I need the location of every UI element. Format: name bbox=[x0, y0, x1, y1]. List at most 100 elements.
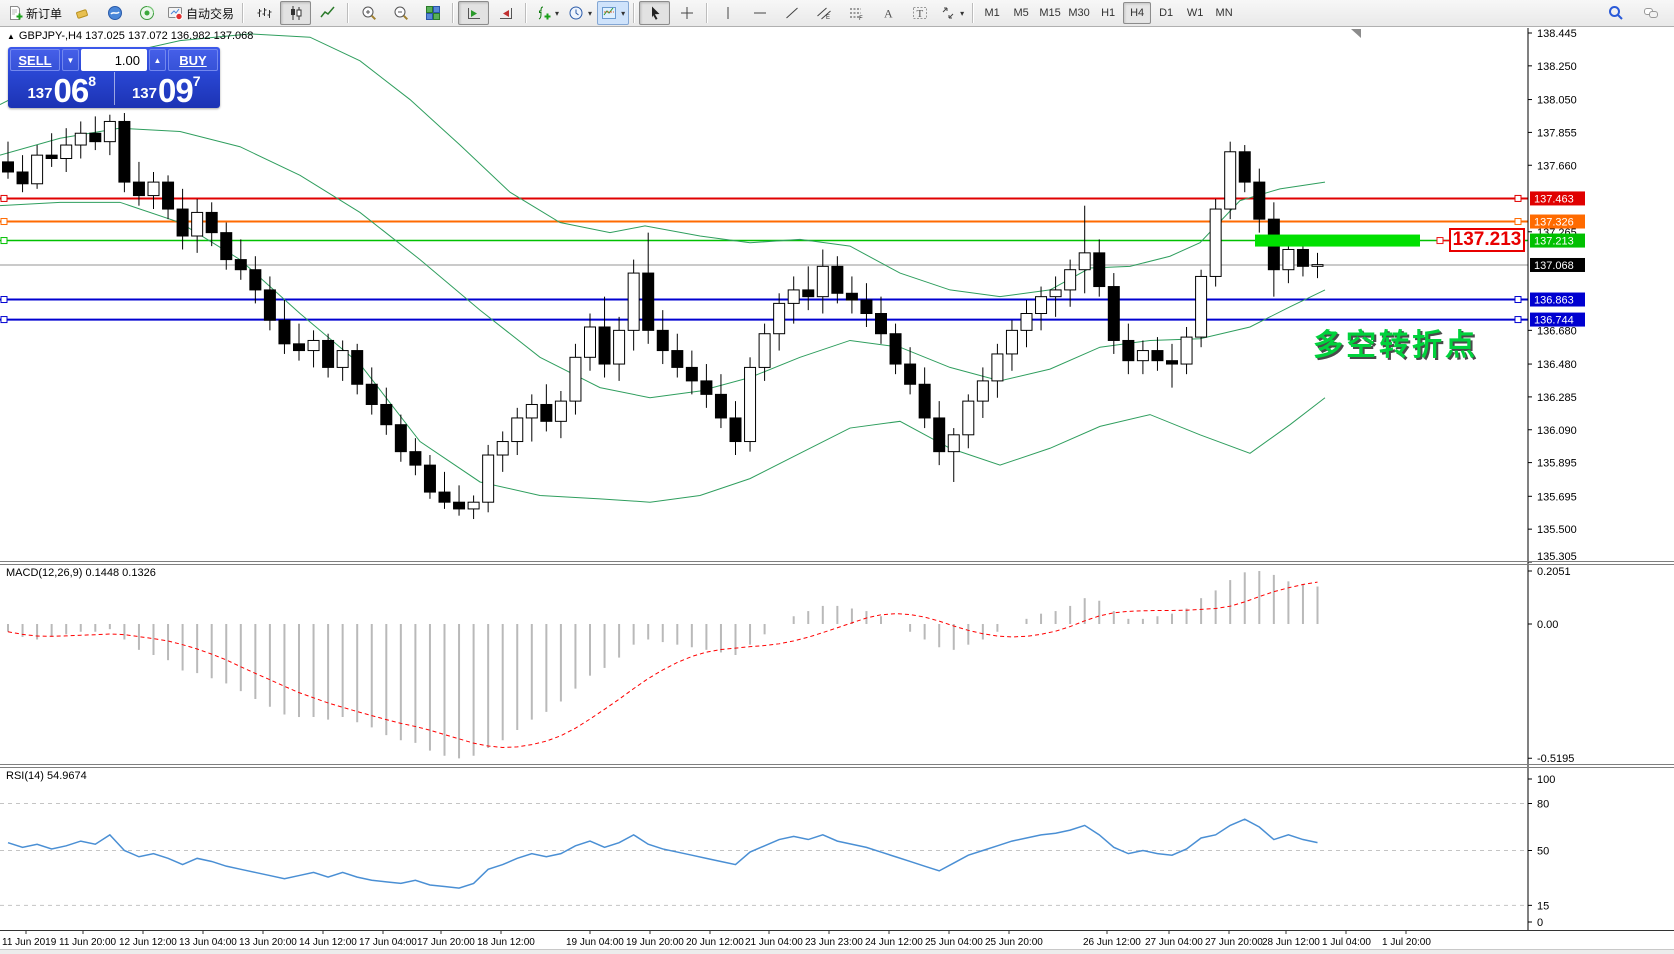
svg-text:18 Jun 12:00: 18 Jun 12:00 bbox=[477, 937, 535, 948]
horizontal-line-button[interactable] bbox=[744, 1, 775, 25]
market-watch-icon bbox=[107, 6, 122, 20]
toolbar-right-group bbox=[1600, 1, 1674, 25]
svg-text:12 Jun 12:00: 12 Jun 12:00 bbox=[119, 937, 177, 948]
chat-bubbles-icon bbox=[1643, 8, 1658, 18]
bar-chart-icon bbox=[257, 8, 272, 18]
svg-text:135.500: 135.500 bbox=[1537, 524, 1577, 536]
templates-button[interactable]: ▾ bbox=[597, 1, 630, 25]
arrows-button[interactable]: ▾ bbox=[936, 1, 968, 25]
svg-text:13 Jun 20:00: 13 Jun 20:00 bbox=[239, 937, 297, 948]
svg-text:137.463: 137.463 bbox=[1534, 193, 1574, 205]
search-button[interactable] bbox=[1600, 1, 1631, 25]
equidistant-channel-icon: E bbox=[816, 7, 831, 21]
sell-price-display[interactable]: 137 06 8 bbox=[10, 72, 115, 107]
svg-text:19 Jun 04:00: 19 Jun 04:00 bbox=[566, 937, 624, 948]
window-bottom-edge bbox=[0, 949, 1674, 954]
timeframe-M15[interactable]: M15 bbox=[1039, 7, 1061, 19]
sell-price-sup: 8 bbox=[88, 73, 97, 89]
timeframe-M1[interactable]: M1 bbox=[984, 7, 1000, 19]
rsi-indicator-label: RSI(14) 54.9674 bbox=[6, 770, 87, 782]
arrows-icon bbox=[942, 7, 954, 19]
volume-decrease-button[interactable]: ▼ bbox=[62, 49, 79, 71]
buy-button[interactable]: BUY bbox=[168, 49, 218, 71]
svg-text:138.250: 138.250 bbox=[1537, 61, 1577, 73]
vertical-line-button[interactable] bbox=[712, 1, 743, 25]
main-toolbar: 新订单 自动交易 ▾ ▾ bbox=[0, 0, 1674, 27]
tile-windows-button[interactable] bbox=[417, 1, 448, 25]
svg-text:0.2051: 0.2051 bbox=[1537, 566, 1571, 578]
symbol-info-bar: ▲ GBPJPY-,H4 137.025 137.072 136.982 137… bbox=[7, 30, 253, 42]
dropdown-arrow-icon: ▾ bbox=[588, 8, 593, 18]
autotrading-button[interactable]: 自动交易 bbox=[163, 1, 238, 25]
timeframe-group: M1 M5 M15 M30 H1 H4 D1 W1 MN bbox=[978, 2, 1238, 24]
buy-price-display[interactable]: 137 09 7 bbox=[115, 72, 219, 109]
line-chart-button[interactable] bbox=[312, 1, 343, 25]
svg-text:137.326: 137.326 bbox=[1534, 217, 1574, 229]
svg-text:100: 100 bbox=[1537, 774, 1555, 786]
signal-icon bbox=[139, 6, 154, 20]
auto-scroll-button[interactable] bbox=[458, 1, 490, 25]
template-chart-icon bbox=[602, 7, 617, 19]
svg-text:138.050: 138.050 bbox=[1537, 95, 1577, 107]
timeframe-MN[interactable]: MN bbox=[1215, 7, 1233, 19]
chart-annotations bbox=[1255, 29, 1451, 247]
text-button[interactable]: A bbox=[872, 1, 903, 25]
periods-button[interactable]: ▾ bbox=[564, 1, 596, 25]
equidistant-channel-button[interactable]: E bbox=[808, 1, 839, 25]
rsi-panel: 100 80 50 15 0 bbox=[0, 774, 1555, 929]
new-order-icon bbox=[10, 6, 23, 20]
text-label-button[interactable]: T bbox=[904, 1, 935, 25]
trendline-button[interactable] bbox=[776, 1, 807, 25]
bar-chart-button[interactable] bbox=[248, 1, 279, 25]
timeframe-M5[interactable]: M5 bbox=[1013, 7, 1029, 19]
sell-button[interactable]: SELL bbox=[10, 49, 60, 71]
zoom-in-button[interactable] bbox=[353, 1, 384, 25]
signals-button[interactable] bbox=[131, 1, 162, 25]
new-order-button[interactable]: 新订单 bbox=[3, 1, 66, 25]
svg-text:26 Jun 12:00: 26 Jun 12:00 bbox=[1083, 937, 1141, 948]
tile-windows-icon bbox=[425, 6, 440, 20]
toolbar-separator bbox=[452, 3, 455, 23]
svg-text:137.855: 137.855 bbox=[1537, 127, 1577, 139]
market-watch-button[interactable] bbox=[99, 1, 130, 25]
buy-price-big: 09 bbox=[158, 72, 194, 109]
candlestick-chart-button[interactable] bbox=[280, 1, 312, 25]
fibonacci-button[interactable]: F bbox=[840, 1, 871, 25]
horizontal-line-icon bbox=[753, 12, 766, 14]
toolbar-separator bbox=[347, 3, 350, 23]
indicators-button[interactable]: ▾ bbox=[531, 1, 563, 25]
svg-text:136.680: 136.680 bbox=[1537, 325, 1577, 337]
bollinger-bands bbox=[0, 33, 1326, 503]
time-axis: 11 Jun 2019 11 Jun 20:00 12 Jun 12:00 13 Ju… bbox=[2, 930, 1431, 948]
volume-increase-button[interactable]: ▲ bbox=[149, 49, 166, 71]
buy-price-sup: 7 bbox=[192, 73, 201, 89]
svg-text:24 Jun 12:00: 24 Jun 12:00 bbox=[865, 937, 923, 948]
svg-text:21 Jun 04:00: 21 Jun 04:00 bbox=[745, 937, 803, 948]
timeframe-H1[interactable]: H1 bbox=[1101, 7, 1116, 19]
macd-indicator-label: MACD(12,26,9) 0.1448 0.1326 bbox=[6, 567, 156, 579]
timeframe-H4[interactable]: H4 bbox=[1123, 2, 1152, 24]
svg-text:13 Jun 04:00: 13 Jun 04:00 bbox=[179, 937, 237, 948]
chat-button[interactable] bbox=[1635, 1, 1666, 25]
symbol-ohlc-text: GBPJPY-,H4 137.025 137.072 136.982 137.0… bbox=[18, 30, 254, 42]
timeframe-M30[interactable]: M30 bbox=[1068, 7, 1090, 19]
candles-layer bbox=[2, 113, 1324, 520]
chart-shift-button[interactable] bbox=[490, 1, 521, 25]
volume-input[interactable] bbox=[81, 49, 147, 71]
cursor-button[interactable] bbox=[639, 1, 671, 25]
svg-text:17 Jun 20:00: 17 Jun 20:00 bbox=[417, 937, 475, 948]
timeframe-W1[interactable]: W1 bbox=[1186, 7, 1204, 19]
crosshair-button[interactable] bbox=[671, 1, 702, 25]
svg-text:135.305: 135.305 bbox=[1537, 551, 1577, 563]
crosshair-icon bbox=[680, 7, 693, 19]
buy-price-prefix: 137 bbox=[131, 85, 157, 102]
vertical-line-icon bbox=[727, 7, 729, 19]
autotrading-icon bbox=[168, 7, 183, 21]
svg-text:A: A bbox=[884, 7, 893, 21]
svg-text:136.863: 136.863 bbox=[1534, 295, 1574, 307]
svg-text:136.744: 136.744 bbox=[1534, 315, 1574, 327]
zoom-out-button[interactable] bbox=[385, 1, 416, 25]
eraser-button[interactable] bbox=[67, 1, 98, 25]
timeframe-D1[interactable]: D1 bbox=[1159, 7, 1174, 19]
